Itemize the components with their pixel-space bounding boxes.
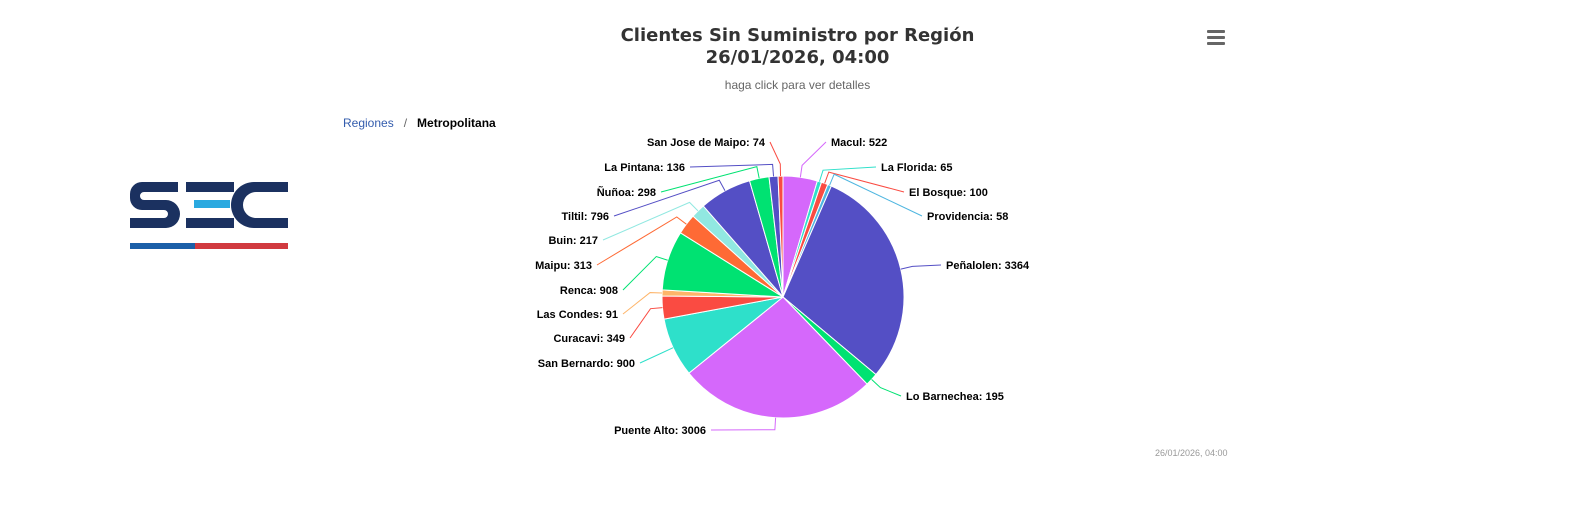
data-label-tiltil: Tiltil: 796 <box>562 211 609 223</box>
data-label-renca: Renca: 908 <box>560 285 618 297</box>
connector-puente-alto <box>710 417 777 431</box>
sec-logo <box>130 182 288 249</box>
chart-credits: 26/01/2026, 04:00 <box>1155 448 1228 458</box>
data-label-nunoa: Ñuñoa: 298 <box>597 186 656 199</box>
pie-slice-penalolen[interactable] <box>782 185 905 376</box>
data-label-las-condes: Las Condes: 91 <box>537 309 618 321</box>
data-label-la-pintana: La Pintana: 136 <box>604 162 685 174</box>
data-label-penalolen: Peñalolen: 3364 <box>946 260 1030 272</box>
connector-penalolen <box>900 264 942 270</box>
data-label-lo-barnechea: Lo Barnechea: 195 <box>906 391 1004 403</box>
chart-title: Clientes Sin Suministro por Región 26/01… <box>0 25 1595 69</box>
chart-title-line1: Clientes Sin Suministro por Región <box>620 25 975 46</box>
breadcrumb-regiones-link[interactable]: Regiones <box>343 116 394 130</box>
data-label-puente-alto: Puente Alto: 3006 <box>614 425 706 437</box>
connector-lo-barnechea <box>871 379 902 397</box>
connector-san-bernardo <box>639 347 674 364</box>
connector-macul <box>799 141 827 178</box>
connector-maipu <box>596 216 687 266</box>
data-label-buin: Buin: 217 <box>548 235 598 247</box>
pie-slice-san-jose-de-maipo[interactable] <box>777 175 784 298</box>
connector-las-condes <box>622 292 663 315</box>
breadcrumb-current: Metropolitana <box>417 116 496 130</box>
chart-title-line2: 26/01/2026, 04:00 <box>705 47 890 68</box>
data-label-maipu: Maipu: 313 <box>535 260 592 272</box>
connector-nunoa <box>660 165 760 193</box>
connector-providencia <box>829 173 923 217</box>
connector-buin <box>602 201 699 241</box>
breadcrumb: Regiones / Metropolitana <box>343 116 496 130</box>
connector-san-jose-de-maipo <box>769 141 782 177</box>
connector-tiltil <box>613 179 726 217</box>
data-label-san-bernardo: San Bernardo: 900 <box>538 358 635 370</box>
hamburger-menu-icon[interactable] <box>1205 27 1227 49</box>
chart-subtitle: haga click para ver detalles <box>724 78 871 92</box>
connector-el-bosque <box>824 171 905 193</box>
data-label-providencia: Providencia: 58 <box>927 211 1008 223</box>
data-label-san-jose-de-maipo: San Jose de Maipo: 74 <box>647 137 766 149</box>
data-label-la-florida: La Florida: 65 <box>881 162 953 174</box>
breadcrumb-separator: / <box>403 116 408 130</box>
connector-curacavi <box>629 307 663 339</box>
connector-la-pintana <box>689 163 775 177</box>
connector-la-florida <box>818 166 877 182</box>
connector-renca <box>622 256 668 291</box>
data-label-curacavi: Curacavi: 349 <box>553 333 625 345</box>
data-label-macul: Macul: 522 <box>831 137 887 149</box>
data-label-el-bosque: El Bosque: 100 <box>909 187 988 199</box>
